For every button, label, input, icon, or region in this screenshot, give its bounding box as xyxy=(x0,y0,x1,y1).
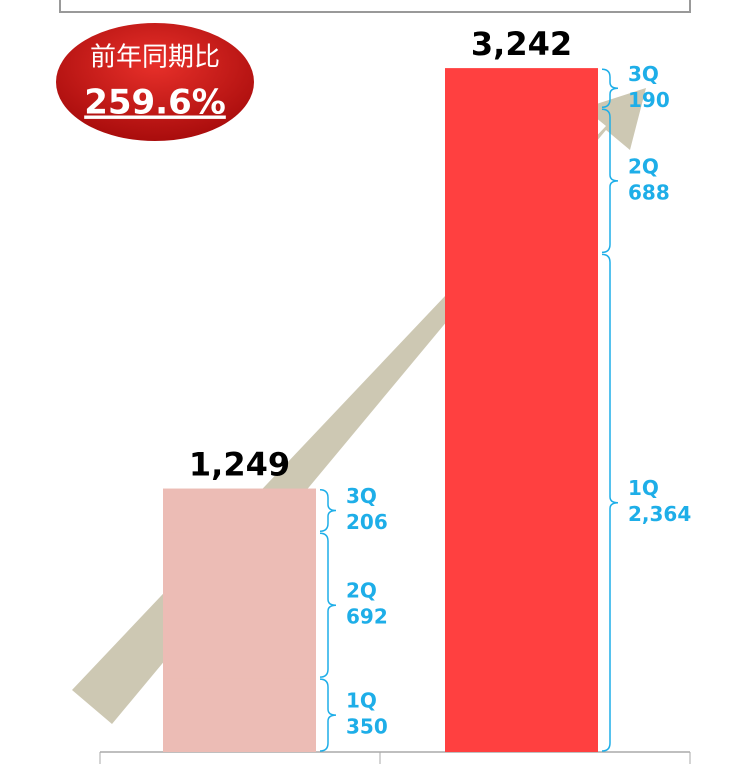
total-label: 1,249 xyxy=(189,446,290,484)
bracket xyxy=(319,489,337,532)
segment xyxy=(163,678,316,752)
segment-label: 190 xyxy=(628,88,670,112)
segment-name: 3Q xyxy=(346,484,377,508)
segment-name: 2Q xyxy=(628,154,659,178)
segment-label: 350 xyxy=(346,715,388,739)
segment-name: 2Q xyxy=(346,579,377,603)
total-label: 3,242 xyxy=(471,25,572,63)
segment xyxy=(163,488,316,533)
bracket xyxy=(601,108,619,254)
segment-label: 2,364 xyxy=(628,502,691,526)
badge xyxy=(54,21,256,143)
badge-title: 前年同期比 xyxy=(90,43,220,73)
segment xyxy=(445,68,598,109)
bracket xyxy=(601,253,619,752)
bracket xyxy=(601,68,619,109)
top-frame xyxy=(59,0,691,13)
segment-name: 1Q xyxy=(628,476,659,500)
bracket xyxy=(319,532,337,678)
segment xyxy=(445,108,598,254)
bracket xyxy=(319,678,337,752)
segment-label: 688 xyxy=(628,180,670,204)
segment-label: 692 xyxy=(346,605,388,629)
segment-label: 206 xyxy=(346,510,388,534)
segment xyxy=(445,253,598,753)
segment xyxy=(163,532,316,679)
badge-value: 259.6% xyxy=(84,83,226,123)
segment-name: 1Q xyxy=(346,689,377,713)
segment-name: 3Q xyxy=(628,62,659,86)
